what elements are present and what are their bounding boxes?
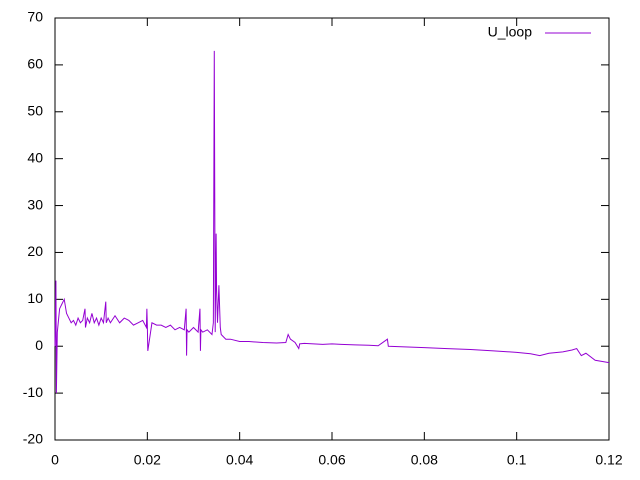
y-tick-label: 30 [27,196,43,212]
x-tick-label: 0.1 [507,452,527,468]
series-line [54,50,610,394]
x-tick-label: 0.02 [134,452,161,468]
y-tick-label: 20 [27,243,43,259]
x-tick-label: 0 [51,452,59,468]
plot-border [54,17,610,441]
x-tick-label: 0.08 [411,452,438,468]
y-tick-label: 70 [27,9,43,25]
y-tick-label: 50 [27,102,43,118]
y-tick-label: 0 [35,337,43,353]
y-tick-label: -20 [23,431,43,447]
x-tick-label: 0.06 [318,452,345,468]
y-tick-label: 10 [27,290,43,306]
legend-label: U_loop [488,24,533,40]
x-tick-label: 0.12 [595,452,622,468]
y-tick-label: 40 [27,149,43,165]
y-tick-label: -10 [23,384,43,400]
x-tick-label: 0.04 [226,452,253,468]
y-tick-label: 60 [27,56,43,72]
